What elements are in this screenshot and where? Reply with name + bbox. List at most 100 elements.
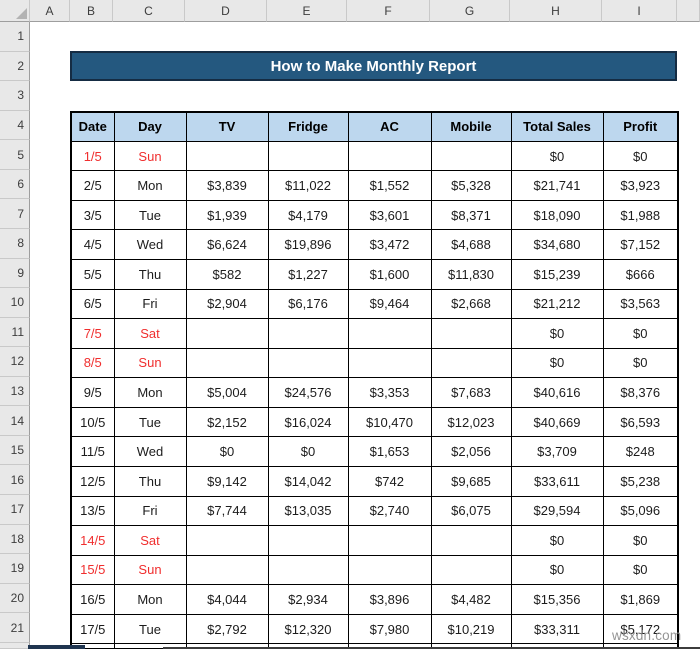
cell-mobile-row11[interactable]: $2,056 — [430, 436, 512, 467]
cell-date-row4[interactable]: 4/5 — [70, 229, 115, 260]
cell-ac-row1[interactable] — [347, 140, 432, 172]
cell-mobile-row7[interactable] — [430, 318, 512, 349]
table-header-mobile[interactable]: Mobile — [430, 111, 512, 142]
select-all-corner[interactable] — [0, 0, 30, 22]
cell-date-row5[interactable]: 5/5 — [70, 259, 115, 290]
cell-tv-row11[interactable]: $0 — [185, 436, 269, 467]
cell-tv-row1[interactable] — [185, 140, 269, 172]
cell-day-row2[interactable]: Mon — [113, 170, 187, 201]
cell-mobile-row2[interactable]: $5,328 — [430, 170, 512, 201]
cell-day-row11[interactable]: Wed — [113, 436, 187, 467]
column-header-C[interactable]: C — [113, 0, 185, 22]
cell-mobile-row9[interactable]: $7,683 — [430, 377, 512, 408]
cell-tv-row10[interactable]: $2,152 — [185, 406, 269, 438]
row-header-3[interactable]: 3 — [0, 81, 30, 111]
column-header-I[interactable]: I — [602, 0, 677, 22]
cell-mobile-row6[interactable]: $2,668 — [430, 288, 512, 320]
cell-profit-row8[interactable]: $0 — [602, 347, 679, 379]
cell-total-sales-row16[interactable]: $15,356 — [510, 584, 604, 615]
cell-date-row15[interactable]: 15/5 — [70, 554, 115, 586]
cell-tv-row14[interactable] — [185, 525, 269, 556]
cell-fridge-row5[interactable]: $1,227 — [267, 259, 349, 290]
cell-profit-row7[interactable]: $0 — [602, 318, 679, 349]
cell-fridge-row6[interactable]: $6,176 — [267, 288, 349, 320]
cell-total-sales-row14[interactable]: $0 — [510, 525, 604, 556]
cell-profit-row2[interactable]: $3,923 — [602, 170, 679, 201]
cell-mobile-row4[interactable]: $4,688 — [430, 229, 512, 260]
cell-mobile-row15[interactable] — [430, 554, 512, 586]
cell-ac-row2[interactable]: $1,552 — [347, 170, 432, 201]
cell-day-row12[interactable]: Thu — [113, 465, 187, 497]
row-header-9[interactable]: 9 — [0, 258, 30, 289]
cell-total-sales-row13[interactable]: $29,594 — [510, 495, 604, 527]
row-header-7[interactable]: 7 — [0, 199, 30, 229]
row-header-8[interactable]: 8 — [0, 228, 30, 259]
table-header-date[interactable]: Date — [70, 111, 115, 142]
row-header-12[interactable]: 12 — [0, 347, 30, 377]
cell-date-row7[interactable]: 7/5 — [70, 318, 115, 349]
cell-ac-row7[interactable] — [347, 318, 432, 349]
cell-day-row5[interactable]: Thu — [113, 259, 187, 290]
cell-mobile-row16[interactable]: $4,482 — [430, 584, 512, 615]
cell-day-row10[interactable]: Tue — [113, 406, 187, 438]
cell-profit-row5[interactable]: $666 — [602, 259, 679, 290]
row-header-2[interactable]: 2 — [0, 51, 30, 82]
row-header-6[interactable]: 6 — [0, 169, 30, 200]
cell-ac-row17[interactable]: $7,980 — [347, 613, 432, 645]
row-header-15[interactable]: 15 — [0, 435, 30, 466]
cell-mobile-row13[interactable]: $6,075 — [430, 495, 512, 527]
column-header-F[interactable]: F — [347, 0, 430, 22]
cell-mobile-row17[interactable]: $10,219 — [430, 613, 512, 645]
cell-mobile-row5[interactable]: $11,830 — [430, 259, 512, 290]
cell-date-row16[interactable]: 16/5 — [70, 584, 115, 615]
cell-day-row9[interactable]: Mon — [113, 377, 187, 408]
cell-profit-row15[interactable]: $0 — [602, 554, 679, 586]
cell-tv-row12[interactable]: $9,142 — [185, 465, 269, 497]
cell-ac-row4[interactable]: $3,472 — [347, 229, 432, 260]
cell-mobile-row14[interactable] — [430, 525, 512, 556]
row-header-22-partial[interactable] — [0, 642, 30, 649]
cell-total-sales-row6[interactable]: $21,212 — [510, 288, 604, 320]
cell-fridge-row13[interactable]: $13,035 — [267, 495, 349, 527]
cell-day-row7[interactable]: Sat — [113, 318, 187, 349]
cell-total-sales-row1[interactable]: $0 — [510, 140, 604, 172]
cell-profit-row6[interactable]: $3,563 — [602, 288, 679, 320]
cell-total-sales-row3[interactable]: $18,090 — [510, 199, 604, 231]
column-header-B[interactable]: B — [70, 0, 113, 22]
cell-tv-row7[interactable] — [185, 318, 269, 349]
cell-day-row3[interactable]: Tue — [113, 199, 187, 231]
cell-total-sales-row15[interactable]: $0 — [510, 554, 604, 586]
cell-total-sales-row10[interactable]: $40,669 — [510, 406, 604, 438]
cell-fridge-row9[interactable]: $24,576 — [267, 377, 349, 408]
table-header-tv[interactable]: TV — [185, 111, 269, 142]
cell-date-row11[interactable]: 11/5 — [70, 436, 115, 467]
cell-date-row6[interactable]: 6/5 — [70, 288, 115, 320]
cell-profit-row10[interactable]: $6,593 — [602, 406, 679, 438]
cell-total-sales-row17[interactable]: $33,311 — [510, 613, 604, 645]
cell-day-row6[interactable]: Fri — [113, 288, 187, 320]
row-header-14[interactable]: 14 — [0, 406, 30, 436]
row-header-16[interactable]: 16 — [0, 465, 30, 495]
cell-profit-row14[interactable]: $0 — [602, 525, 679, 556]
cell-profit-row13[interactable]: $5,096 — [602, 495, 679, 527]
cell-tv-row8[interactable] — [185, 347, 269, 379]
cell-tv-row17[interactable]: $2,792 — [185, 613, 269, 645]
cell-ac-row12[interactable]: $742 — [347, 465, 432, 497]
column-header-A[interactable]: A — [30, 0, 70, 22]
cell-tv-row16[interactable]: $4,044 — [185, 584, 269, 615]
row-header-21[interactable]: 21 — [0, 613, 30, 643]
cell-mobile-row1[interactable] — [430, 140, 512, 172]
cell-day-row16[interactable]: Mon — [113, 584, 187, 615]
row-header-4[interactable]: 4 — [0, 110, 30, 141]
cell-total-sales-row5[interactable]: $15,239 — [510, 259, 604, 290]
cell-date-row2[interactable]: 2/5 — [70, 170, 115, 201]
cell-ac-row15[interactable] — [347, 554, 432, 586]
cell-fridge-row10[interactable]: $16,024 — [267, 406, 349, 438]
cell-date-row3[interactable]: 3/5 — [70, 199, 115, 231]
cell-day-row13[interactable]: Fri — [113, 495, 187, 527]
cell-profit-row12[interactable]: $5,238 — [602, 465, 679, 497]
cell-fridge-row3[interactable]: $4,179 — [267, 199, 349, 231]
cell-tv-row2[interactable]: $3,839 — [185, 170, 269, 201]
cell-fridge-row15[interactable] — [267, 554, 349, 586]
cell-day-row8[interactable]: Sun — [113, 347, 187, 379]
